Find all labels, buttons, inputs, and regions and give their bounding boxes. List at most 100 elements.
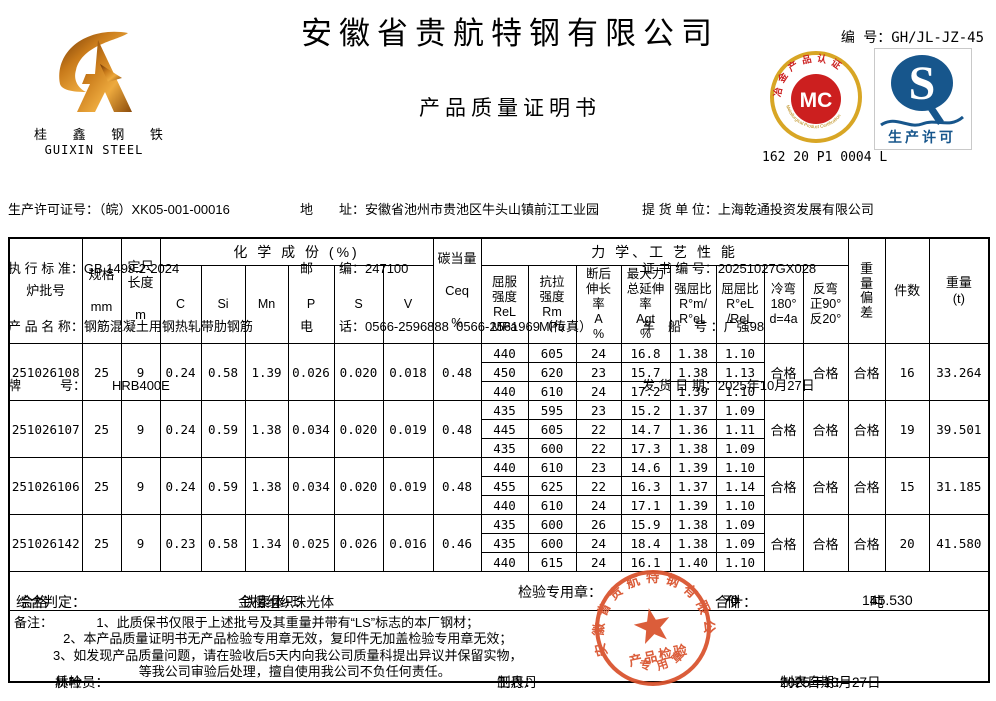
elongation-cell: 22 bbox=[575, 438, 622, 458]
agt-cell: 17.1 bbox=[620, 495, 671, 515]
pieces-cell: 16 bbox=[884, 343, 930, 401]
yield-cell: 435 bbox=[480, 438, 529, 458]
tensile-cell: 595 bbox=[527, 400, 577, 420]
heat-no-cell: 251026107 bbox=[8, 400, 83, 458]
info-line: 地 址：安徽省池州市贵池区牛头山镇前江工业园 bbox=[300, 200, 599, 220]
elongation-cell: 24 bbox=[575, 381, 622, 401]
yield-cell: 455 bbox=[480, 476, 529, 496]
cold-bend-result-cell: 合格 bbox=[763, 400, 804, 458]
col-header-cold-bend: 冷弯 180° d=4a bbox=[763, 265, 804, 344]
mc-center-text: MC bbox=[800, 89, 833, 112]
rel-rel-cell: 1.14 bbox=[715, 476, 765, 496]
tensile-cell: 605 bbox=[527, 343, 577, 363]
address-label: 地 址： bbox=[300, 202, 366, 217]
col-header-tensile: 抗拉 强度 Rm MPa bbox=[527, 265, 577, 344]
elongation-cell: 22 bbox=[575, 419, 622, 439]
chem-mn-cell: 1.39 bbox=[244, 343, 289, 401]
elongation-cell: 24 bbox=[575, 552, 622, 572]
table-row: 450 620 23 15.7 1.38 1.13 bbox=[9, 362, 989, 382]
consignee-value: 上海乾通投资发展有限公司 bbox=[717, 202, 874, 217]
rm-rel-cell: 1.37 bbox=[669, 400, 717, 420]
agt-cell: 16.8 bbox=[620, 343, 671, 363]
qs-label: 生产许可 bbox=[888, 129, 956, 145]
col-header-yield: 屈服 强度 ReL MPa bbox=[480, 265, 529, 344]
notes-lines: 1、此质保书仅限于上述批号及其重量并带有“LS”标志的本厂钢材； 2、本产品质量… bbox=[53, 615, 522, 681]
rel-rel-cell: 1.13 bbox=[715, 362, 765, 382]
elongation-cell: 23 bbox=[575, 362, 622, 382]
elongation-cell: 23 bbox=[575, 400, 622, 420]
table-row: 251026106 25 9 0.24 0.59 1.38 0.034 0.02… bbox=[8, 457, 990, 515]
rel-rel-cell: 1.10 bbox=[715, 495, 765, 515]
chem-mn-cell: 1.38 bbox=[244, 400, 289, 458]
overall-judgement: 综合判定： 合格 bbox=[16, 594, 86, 610]
chem-c-cell: 0.24 bbox=[159, 343, 202, 401]
inspection-seal: 安徽省贵航特钢有限公司 产品检验 专用章 bbox=[580, 555, 720, 686]
chem-mn-cell: 1.34 bbox=[244, 514, 289, 572]
rm-rel-cell: 1.39 bbox=[669, 457, 717, 477]
rm-rel-cell: 1.36 bbox=[669, 419, 717, 439]
col-header-mn: Mn bbox=[244, 265, 289, 344]
length-cell: 9 bbox=[120, 400, 161, 458]
length-cell: 9 bbox=[120, 457, 161, 515]
qs-monogram: S bbox=[909, 57, 936, 110]
tensile-cell: 605 bbox=[527, 419, 577, 439]
pieces-cell: 19 bbox=[884, 400, 930, 458]
rel-rel-cell: 1.10 bbox=[715, 457, 765, 477]
rm-rel-cell: 1.38 bbox=[669, 514, 717, 534]
elongation-cell: 24 bbox=[575, 533, 622, 553]
guixin-logo-name-en: GUIXIN STEEL bbox=[44, 143, 144, 157]
company-name: 安徽省贵航特钢有限公司 bbox=[301, 16, 719, 51]
weight-cell: 31.185 bbox=[928, 457, 990, 515]
rel-rel-cell: 1.10 bbox=[715, 381, 765, 401]
agt-cell: 17.3 bbox=[620, 438, 671, 458]
license-no-value: （皖）XK05-001-00016 bbox=[99, 202, 230, 217]
tensile-cell: 600 bbox=[527, 514, 577, 534]
chem-v-cell: 0.018 bbox=[382, 343, 434, 401]
spec-cell: 25 bbox=[81, 457, 122, 515]
agt-cell: 14.7 bbox=[620, 419, 671, 439]
info-line: 提 货 单 位：上海乾通投资发展有限公司 bbox=[642, 200, 874, 220]
ceq-cell: 0.48 bbox=[432, 343, 482, 401]
pieces-cell: 15 bbox=[884, 457, 930, 515]
table-row: 251026142 25 9 0.23 0.58 1.34 0.025 0.02… bbox=[8, 514, 990, 572]
mc-certificate-number: 162 20 P1 0004 L bbox=[762, 150, 888, 165]
weight-dev-result-cell: 合格 bbox=[847, 514, 886, 572]
chem-si-cell: 0.59 bbox=[200, 457, 246, 515]
col-header-p: P bbox=[287, 265, 335, 344]
summary-row: 综合判定： 合格 金相组织： 铁素体+珠光体 检验专用章： 合计： 70 件 1… bbox=[8, 571, 990, 611]
document-number: 编 号：GH/JL-JZ-45 bbox=[841, 27, 984, 47]
elongation-cell: 26 bbox=[575, 514, 622, 534]
elongation-cell: 23 bbox=[575, 457, 622, 477]
guixin-logo: 桂 鑫 钢 铁 GUIXIN STEEL bbox=[34, 20, 163, 157]
reverse-bend-result-cell: 合格 bbox=[802, 400, 849, 458]
address-value: 安徽省池州市贵池区牛头山镇前江工业园 bbox=[365, 202, 600, 217]
rel-rel-cell: 1.09 bbox=[715, 400, 765, 420]
col-header-si: Si bbox=[200, 265, 246, 344]
agt-cell: 14.6 bbox=[620, 457, 671, 477]
total-pieces: 合计： 70 件 bbox=[715, 592, 757, 610]
agt-cell: 15.2 bbox=[620, 400, 671, 420]
col-header-length: 定尺 长度 m bbox=[120, 237, 161, 344]
yield-cell: 440 bbox=[480, 381, 529, 401]
col-header-v: V bbox=[382, 265, 434, 344]
table-row: 435 600 24 18.4 1.38 1.09 bbox=[9, 533, 989, 553]
consignee-label: 提 货 单 位： bbox=[642, 202, 718, 217]
chem-v-cell: 0.019 bbox=[382, 457, 434, 515]
reverse-bend-result-cell: 合格 bbox=[802, 343, 849, 401]
elongation-cell: 24 bbox=[575, 343, 622, 363]
yield-cell: 445 bbox=[480, 419, 529, 439]
group-header-chemistry: 化 学 成 份 (%) bbox=[159, 237, 434, 266]
heat-no-cell: 251026106 bbox=[8, 457, 83, 515]
col-header-weight-deviation: 重 量 偏 差 bbox=[847, 237, 886, 344]
chem-v-cell: 0.019 bbox=[382, 400, 434, 458]
weight-cell: 41.580 bbox=[928, 514, 990, 572]
weight-dev-result-cell: 合格 bbox=[847, 400, 886, 458]
info-line: 生产许可证号：（皖）XK05-001-00016 bbox=[8, 200, 253, 220]
cold-bend-result-cell: 合格 bbox=[763, 457, 804, 515]
spec-cell: 25 bbox=[81, 343, 122, 401]
rel-rel-cell: 1.11 bbox=[715, 419, 765, 439]
note-line: 1、此质保书仅限于上述批号及其重量并带有“LS”标志的本厂钢材； bbox=[96, 614, 480, 630]
heat-no-cell: 251026142 bbox=[8, 514, 83, 572]
tensile-cell: 625 bbox=[527, 476, 577, 496]
pieces-cell: 20 bbox=[884, 514, 930, 572]
